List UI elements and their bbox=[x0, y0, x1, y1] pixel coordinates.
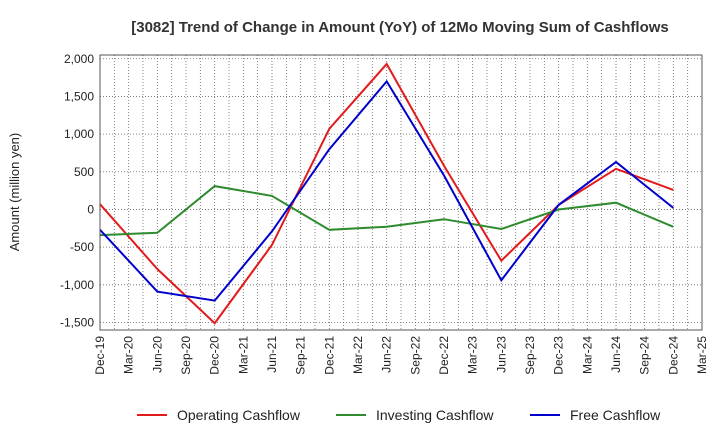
legend-label-investing-cashflow: Investing Cashflow bbox=[376, 407, 494, 423]
x-tick-label: Sep-21 bbox=[294, 336, 308, 375]
x-tick-label: Jun-20 bbox=[150, 336, 164, 373]
x-tick-label: Mar-24 bbox=[580, 336, 594, 374]
y-tick-label: 1,500 bbox=[64, 89, 94, 103]
x-tick-label: Dec-20 bbox=[208, 336, 222, 375]
x-tick-label: Jun-24 bbox=[609, 336, 623, 373]
series-lines bbox=[99, 62, 674, 325]
x-tick-label: Sep-22 bbox=[408, 336, 422, 375]
x-tick-label: Mar-22 bbox=[351, 336, 365, 374]
y-tick-label: 500 bbox=[74, 165, 94, 179]
x-tick-label: Sep-20 bbox=[179, 336, 193, 375]
y-tick-label: 0 bbox=[87, 202, 94, 216]
x-tick-label: Jun-21 bbox=[265, 336, 279, 373]
y-tick-label: -1,500 bbox=[60, 315, 94, 329]
legend-label-operating-cashflow: Operating Cashflow bbox=[177, 407, 301, 423]
x-tick-label: Dec-22 bbox=[437, 336, 451, 375]
plot-frame bbox=[99, 54, 703, 331]
legend-label-free-cashflow: Free Cashflow bbox=[570, 407, 661, 423]
x-tick-label: Sep-23 bbox=[523, 336, 537, 375]
x-tick-label: Dec-23 bbox=[552, 336, 566, 375]
y-axis-label: Amount (million yen) bbox=[7, 133, 22, 252]
series-line-investing-cashflow bbox=[99, 185, 674, 237]
x-tick-label: Mar-25 bbox=[695, 336, 709, 374]
chart-title: [3082] Trend of Change in Amount (YoY) o… bbox=[131, 19, 669, 36]
x-tick-label: Mar-21 bbox=[236, 336, 250, 374]
x-tick-label: Dec-21 bbox=[322, 336, 336, 375]
series-line-free-cashflow bbox=[99, 79, 674, 302]
grid bbox=[99, 55, 703, 330]
legend: Operating Cashflow Investing Cashflow Free… bbox=[137, 407, 661, 423]
series-line-operating-cashflow bbox=[99, 62, 674, 325]
y-ticks: 2,000 1,500 1,000 500 0 -500 -1,000 -1,500 bbox=[60, 52, 94, 330]
y-tick-label: -500 bbox=[70, 240, 94, 254]
x-tick-label: Jun-22 bbox=[380, 336, 394, 373]
x-ticks: Dec-19 Mar-20 Jun-20 Sep-20 Dec-20 Mar-21 Jun-… bbox=[93, 336, 709, 375]
y-tick-label: 1,000 bbox=[64, 127, 94, 141]
x-tick-label: Dec-19 bbox=[93, 336, 107, 375]
x-tick-label: Mar-20 bbox=[122, 336, 136, 374]
x-tick-label: Mar-23 bbox=[466, 336, 480, 374]
y-tick-label: -1,000 bbox=[60, 278, 94, 292]
x-tick-label: Dec-24 bbox=[666, 336, 680, 375]
x-tick-label: Jun-23 bbox=[494, 336, 508, 373]
y-tick-label: 2,000 bbox=[64, 52, 94, 66]
x-tick-label: Sep-24 bbox=[638, 336, 652, 375]
